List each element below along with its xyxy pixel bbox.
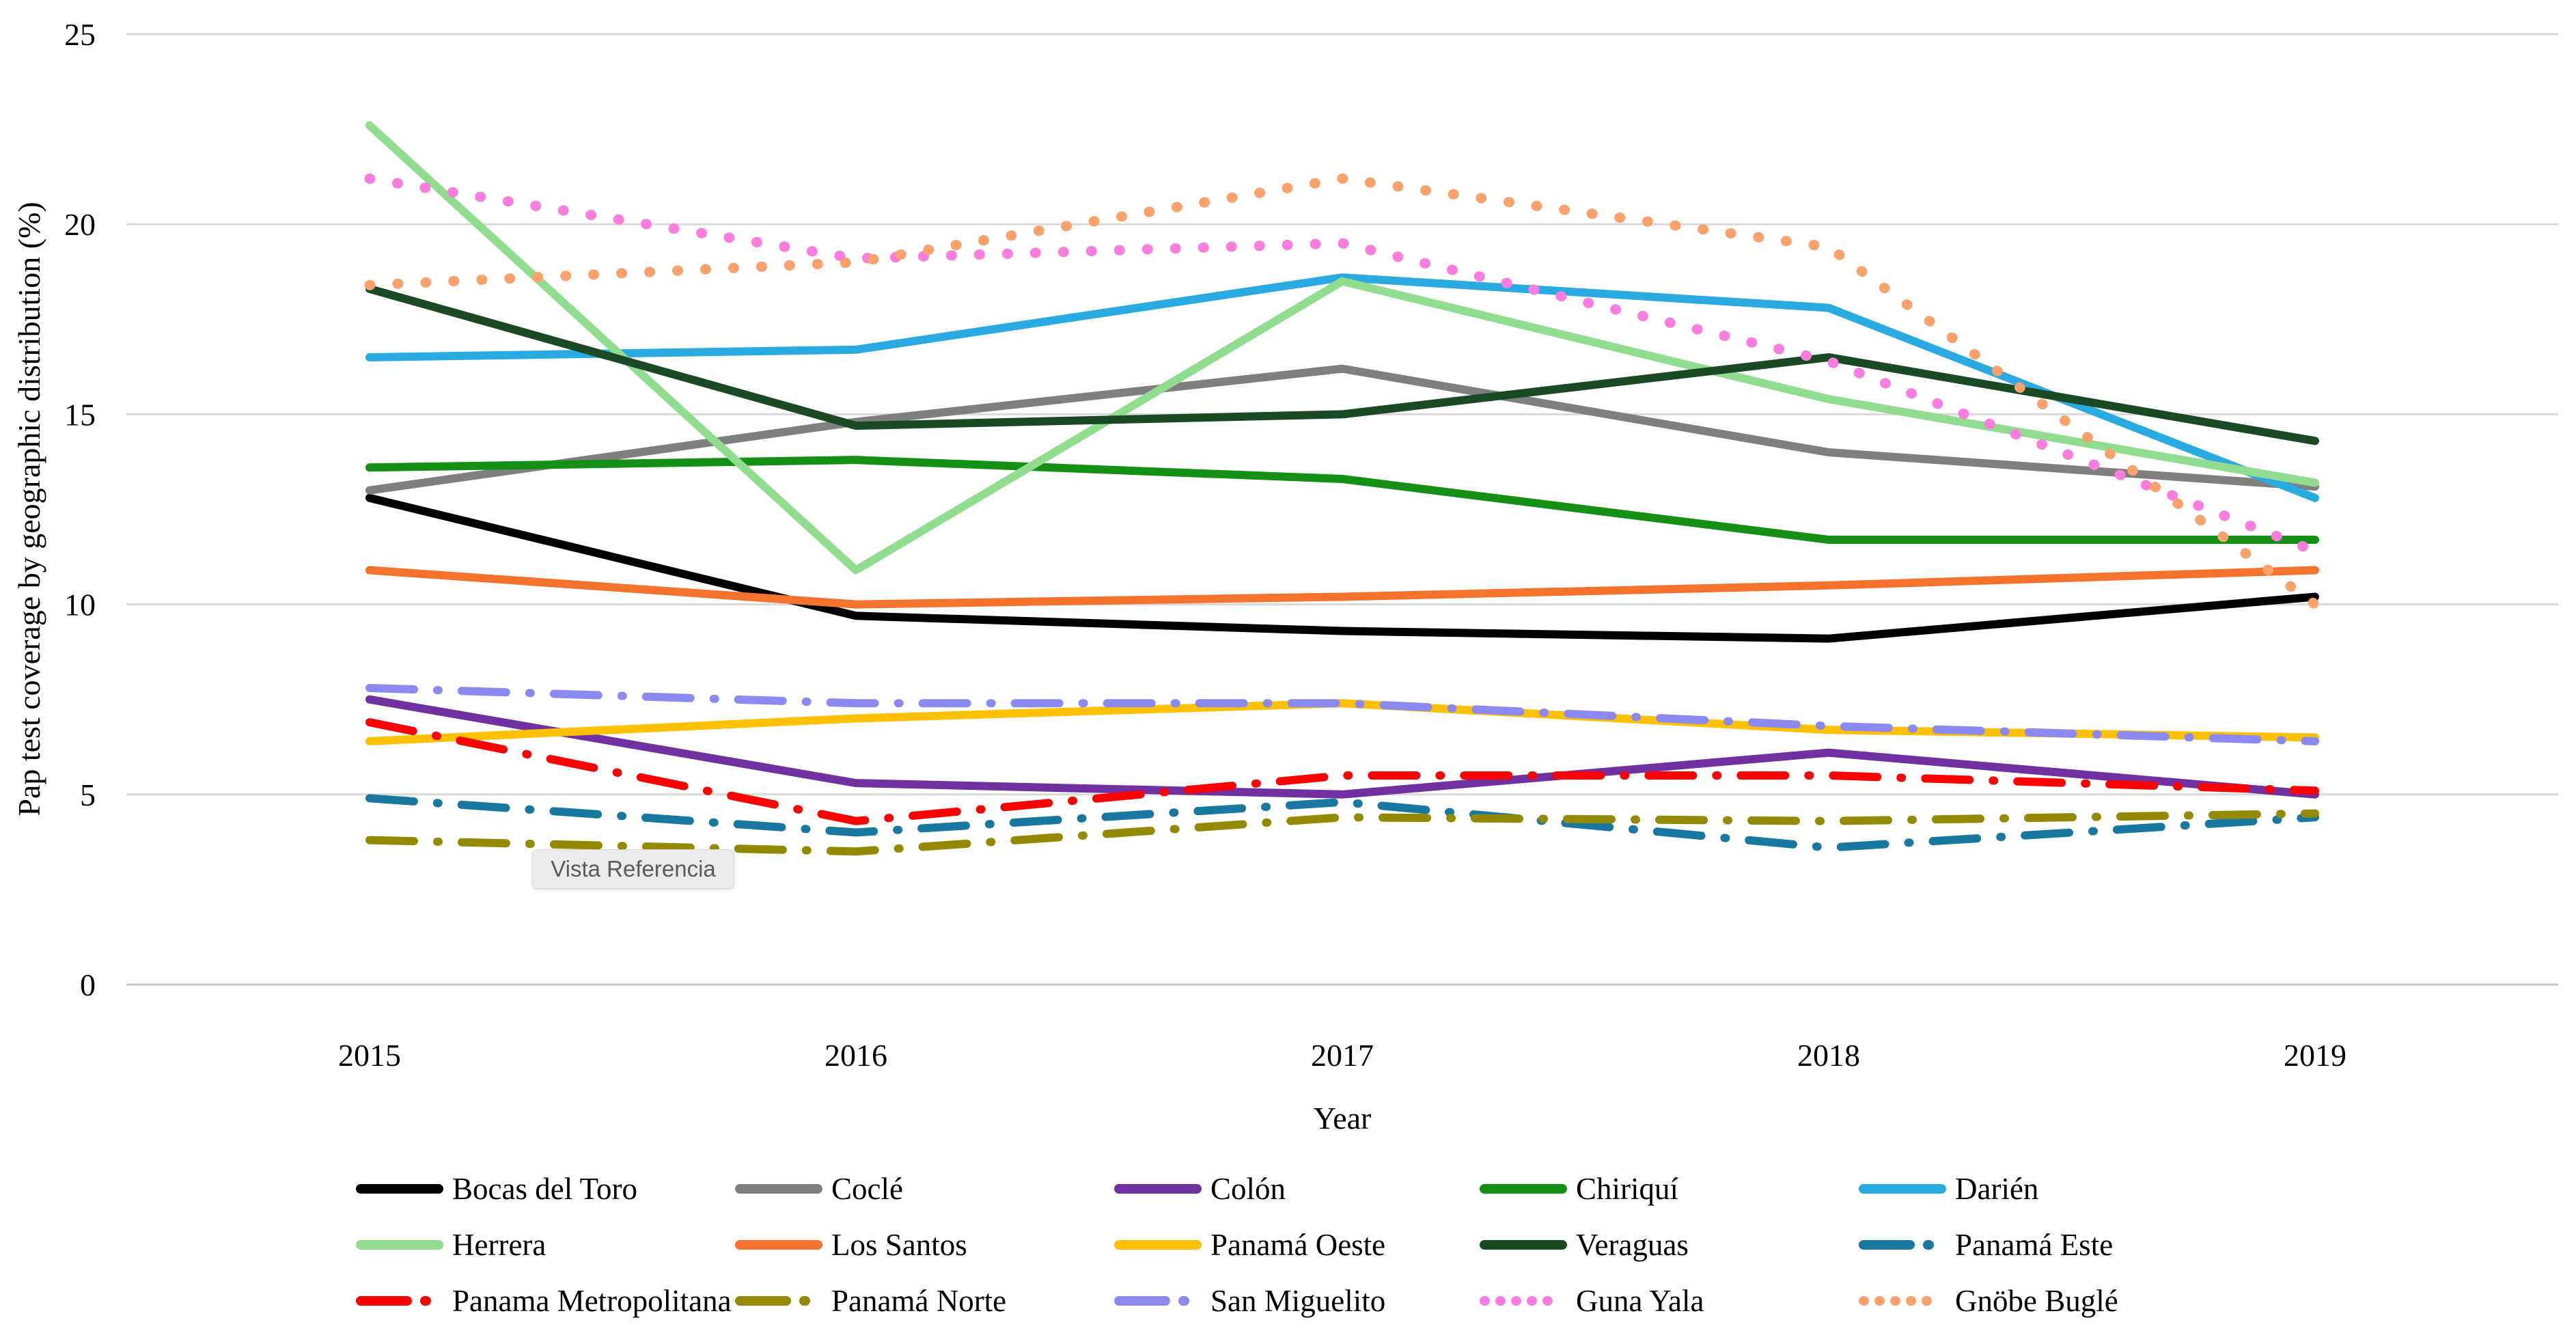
legend-item-panama-norte: Panamá Norte [734,1283,1113,1318]
legend-label-panama-oeste: Panamá Oeste [1210,1227,1386,1262]
legend-label-chiriqui: Chiriquí [1576,1171,1679,1206]
legend-label-panama-metropolitana: Panama Metropolitana [452,1283,732,1318]
legend-item-cocle: Coclé [734,1171,1113,1206]
legend-swatch-gnobe-bugle [1859,1296,1946,1306]
series-line-panama-norte [365,809,2319,856]
series-line-panama-este [365,794,2319,852]
legend-label-gnobe-bugle: Gnöbe Buglé [1955,1283,2118,1318]
series-line-bocas-del-toro [365,493,2319,643]
legend-swatch-cocle [735,1184,822,1194]
hover-tooltip: Vista Referencia [532,849,734,889]
legend-item-panama-oeste: Panamá Oeste [1113,1227,1479,1262]
legend-swatch-chiriqui [1480,1184,1567,1194]
legend-swatch-san-miguelito [1114,1296,1202,1306]
legend-item-bocas-del-toro: Bocas del Toro [355,1171,734,1206]
x-tick-label-2015: 2015 [338,1038,401,1073]
legend-label-panama-este: Panamá Este [1955,1227,2114,1262]
x-axis-tick-labels: 2015 2016 2017 2018 2019 [338,1038,2346,1073]
legend-swatch-veraguas [1480,1240,1567,1250]
legend-swatch-panama-oeste [1114,1240,1202,1250]
legend-label-san-miguelito: San Miguelito [1210,1283,1386,1318]
legend-swatch-colon [1114,1184,1202,1194]
series-line-los-santos [365,566,2319,609]
series-line-chiriqui [365,456,2319,545]
series-line-san-miguelito [365,684,2319,745]
series-line-panama-oeste [365,699,2319,745]
y-axis-title: Pap test coverage by geographic distribu… [12,202,46,816]
legend-swatch-herrera [356,1240,443,1250]
legend-swatch-los-santos [735,1240,822,1250]
x-tick-label-2019: 2019 [2284,1038,2346,1073]
y-tick-label-20: 20 [64,207,96,242]
y-tick-label-15: 15 [64,397,96,432]
legend-item-san-miguelito: San Miguelito [1113,1283,1479,1318]
legend-label-darien: Darién [1955,1171,2039,1206]
legend-label-los-santos: Los Santos [831,1227,967,1262]
legend-swatch-panama-norte [735,1296,822,1306]
gridlines [126,33,2558,986]
x-tick-label-2017: 2017 [1311,1038,1374,1073]
chart-legend: Bocas del Toro Coclé Colón Chiriquí Darién He… [355,1161,2473,1329]
legend-swatch-panama-este [1859,1240,1946,1250]
series-line-veraguas [365,284,2319,445]
series-line-gnobe-bugle [364,173,2321,610]
legend-swatch-bocas-del-toro [356,1184,443,1194]
series-line-guna-yala [364,173,2321,557]
legend-item-veraguas: Veraguas [1479,1227,1858,1262]
legend-item-panama-metropolitana: Panama Metropolitana [355,1283,734,1318]
y-axis-tick-labels: 0 5 10 15 20 25 [64,17,96,1002]
legend-label-cocle: Coclé [831,1171,903,1206]
x-tick-label-2018: 2018 [1797,1038,1860,1073]
legend-item-gnobe-bugle: Gnöbe Buglé [1858,1283,2473,1318]
legend-item-darien: Darién [1858,1171,2473,1206]
x-axis-title: Year [1314,1101,1372,1136]
y-tick-label-10: 10 [64,588,96,622]
x-tick-label-2016: 2016 [825,1038,887,1073]
series-line-panama-metropolitana [365,718,2319,825]
series-line-colon [365,695,2319,799]
legend-item-panama-este: Panamá Este [1858,1227,2473,1262]
legend-label-panama-norte: Panamá Norte [831,1283,1007,1318]
legend-item-colon: Colón [1113,1171,1479,1206]
legend-item-herrera: Herrera [355,1227,734,1262]
legend-swatch-panama-metropolitana [356,1296,443,1306]
legend-label-guna-yala: Guna Yala [1576,1283,1704,1318]
legend-label-bocas-del-toro: Bocas del Toro [452,1171,637,1206]
y-tick-label-5: 5 [80,778,96,812]
series-line-herrera [365,121,2319,575]
y-tick-label-0: 0 [80,967,96,1002]
legend-item-chiriqui: Chiriquí [1479,1171,1858,1206]
series-lines [364,121,2321,856]
legend-item-guna-yala: Guna Yala [1479,1283,1858,1318]
legend-swatch-darien [1859,1184,1946,1194]
series-line-cocle [365,364,2319,495]
legend-label-colon: Colón [1210,1171,1286,1206]
legend-label-veraguas: Veraguas [1576,1227,1689,1262]
legend-swatch-guna-yala [1480,1296,1567,1306]
legend-label-herrera: Herrera [452,1227,546,1262]
y-tick-label-25: 25 [64,17,96,52]
legend-item-los-santos: Los Santos [734,1227,1113,1262]
